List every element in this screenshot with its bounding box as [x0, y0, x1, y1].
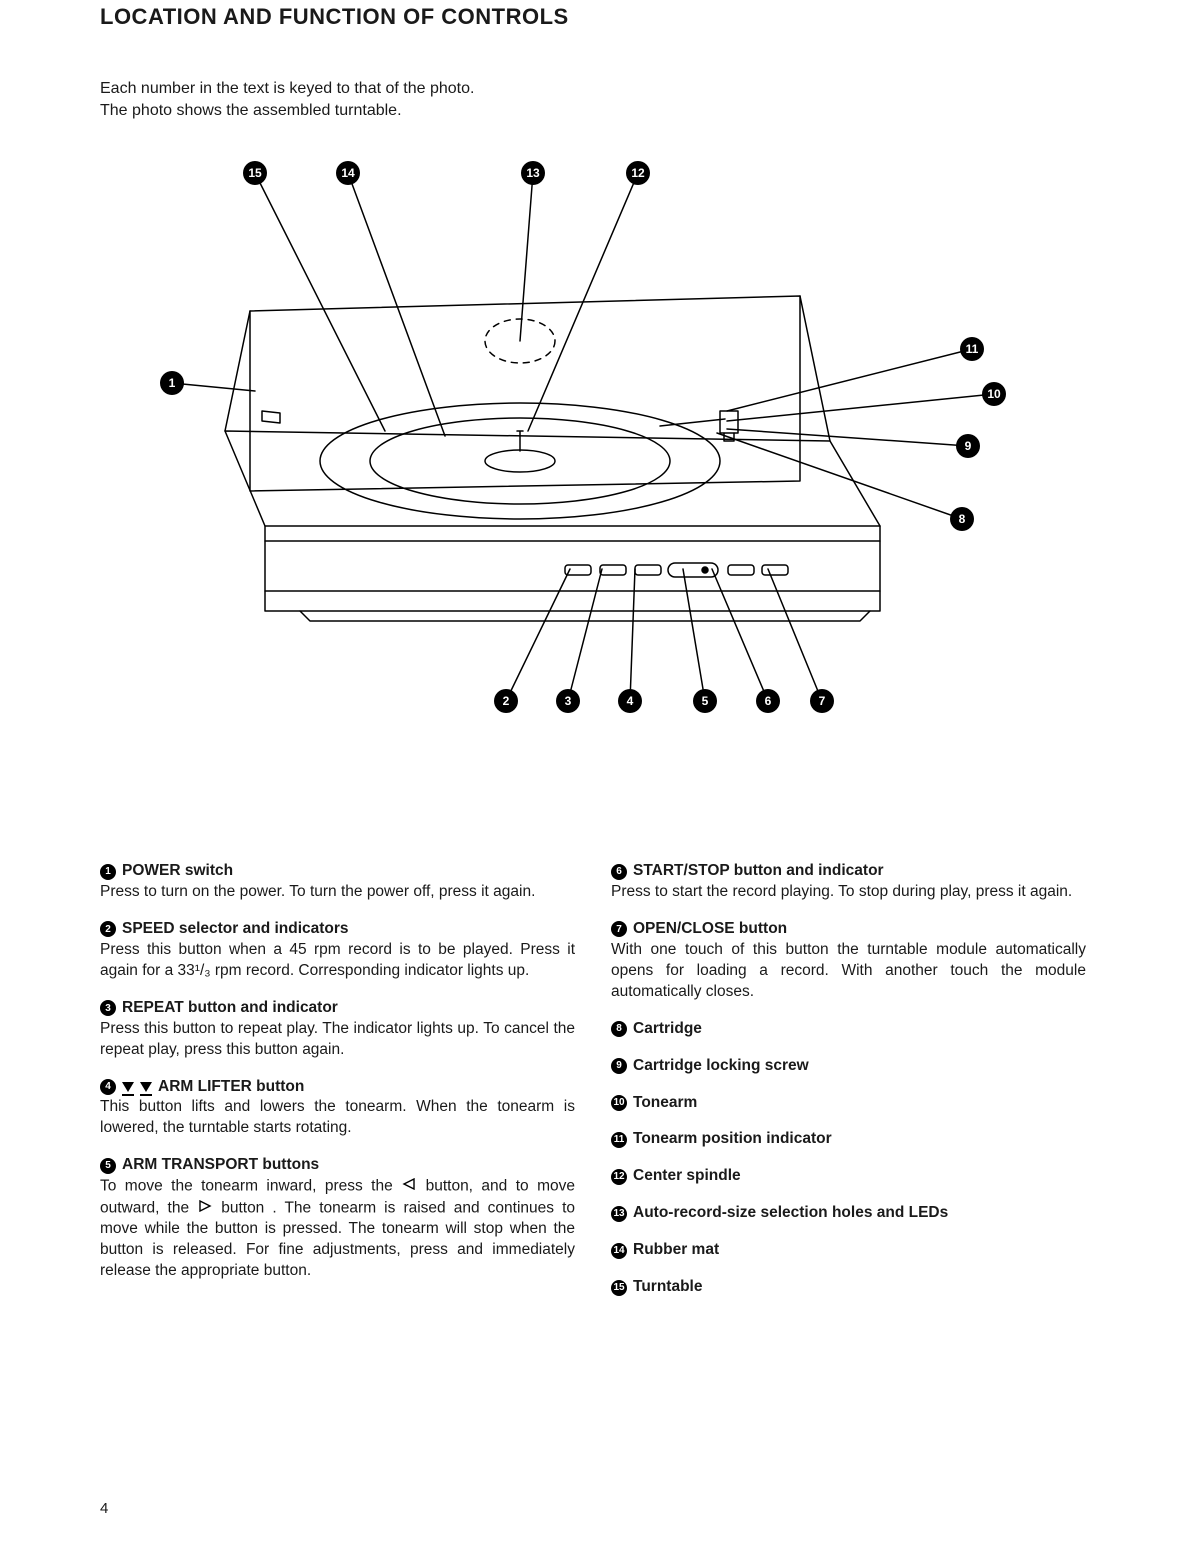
control-item: 6 START/STOP button and indicatorPress to…	[611, 861, 1086, 903]
control-heading-text: Auto-record-size selection holes and LED…	[633, 1203, 948, 1224]
page-number: 4	[100, 1500, 108, 1517]
control-body: Press to turn on the power. To turn the …	[100, 882, 575, 903]
number-bullet: 3	[100, 1000, 116, 1016]
svg-text:14: 14	[341, 166, 355, 180]
control-heading-text: ARM TRANSPORT buttons	[122, 1155, 319, 1176]
control-heading: 4 ARM LIFTER button	[100, 1077, 575, 1098]
control-item: 5 ARM TRANSPORT buttonsTo move the tonear…	[100, 1155, 575, 1282]
down-triangle-icon	[122, 1082, 134, 1092]
control-heading: 6 START/STOP button and indicator	[611, 861, 1086, 882]
control-body: This button lifts and lowers the tonearm…	[100, 1097, 575, 1139]
control-heading: 13 Auto-record-size selection holes and L…	[611, 1203, 1086, 1224]
control-heading: 8 Cartridge	[611, 1019, 1086, 1040]
number-bullet: 8	[611, 1021, 627, 1037]
number-bullet: 12	[611, 1169, 627, 1185]
control-item: 10 Tonearm	[611, 1093, 1086, 1114]
control-item: 7 OPEN/CLOSE buttonWith one touch of this…	[611, 919, 1086, 1003]
control-heading-text: ARM LIFTER button	[158, 1077, 304, 1098]
control-heading: 15 Turntable	[611, 1277, 1086, 1298]
number-bullet: 11	[611, 1132, 627, 1148]
right-arrow-icon	[198, 1198, 212, 1219]
control-item: 8 Cartridge	[611, 1019, 1086, 1040]
control-heading-text: START/STOP button and indicator	[633, 861, 884, 882]
control-heading: 12 Center spindle	[611, 1166, 1086, 1187]
right-column: 6 START/STOP button and indicatorPress to…	[611, 861, 1086, 1314]
control-heading-text: Center spindle	[633, 1166, 741, 1187]
svg-text:5: 5	[702, 694, 709, 708]
control-heading-text: POWER switch	[122, 861, 233, 882]
control-heading-text: Tonearm position indicator	[633, 1129, 832, 1150]
intro-text: Each number in the text is keyed to that…	[100, 78, 1086, 121]
description-columns: 1 POWER switchPress to turn on the power.…	[100, 861, 1086, 1314]
control-heading: 10 Tonearm	[611, 1093, 1086, 1114]
svg-text:10: 10	[987, 387, 1001, 401]
number-bullet: 5	[100, 1158, 116, 1174]
left-column: 1 POWER switchPress to turn on the power.…	[100, 861, 575, 1314]
control-heading-text: Turntable	[633, 1277, 702, 1298]
control-item: 15 Turntable	[611, 1277, 1086, 1298]
number-bullet: 4	[100, 1079, 116, 1095]
control-item: 9 Cartridge locking screw	[611, 1056, 1086, 1077]
svg-text:15: 15	[248, 166, 262, 180]
page: LOCATION AND FUNCTION OF CONTROLS Each n…	[0, 0, 1186, 1541]
control-body: With one touch of this button the turnta…	[611, 940, 1086, 1003]
number-bullet: 15	[611, 1280, 627, 1296]
intro-line-1: Each number in the text is keyed to that…	[100, 80, 474, 97]
control-item: 1 POWER switchPress to turn on the power.…	[100, 861, 575, 903]
control-item: 12 Center spindle	[611, 1166, 1086, 1187]
control-heading: 11 Tonearm position indicator	[611, 1129, 1086, 1150]
svg-text:11: 11	[966, 342, 979, 356]
control-item: 13 Auto-record-size selection holes and L…	[611, 1203, 1086, 1224]
control-heading: 2 SPEED selector and indicators	[100, 919, 575, 940]
control-heading-text: OPEN/CLOSE button	[633, 919, 787, 940]
control-item: 14 Rubber mat	[611, 1240, 1086, 1261]
control-heading-text: REPEAT button and indicator	[122, 998, 338, 1019]
left-arrow-icon	[402, 1176, 416, 1197]
svg-text:1: 1	[169, 376, 176, 390]
diagram-svg: 151413121110981234567	[100, 131, 1086, 851]
svg-text:2: 2	[503, 694, 510, 708]
svg-text:7: 7	[819, 694, 826, 708]
control-item: 2 SPEED selector and indicatorsPress this…	[100, 919, 575, 982]
control-item: 11 Tonearm position indicator	[611, 1129, 1086, 1150]
svg-text:8: 8	[959, 512, 966, 526]
number-bullet: 10	[611, 1095, 627, 1111]
turntable-diagram: 151413121110981234567	[100, 131, 1086, 851]
control-heading-text: Cartridge locking screw	[633, 1056, 809, 1077]
number-bullet: 7	[611, 921, 627, 937]
number-bullet: 9	[611, 1058, 627, 1074]
number-bullet: 6	[611, 864, 627, 880]
control-heading-text: Cartridge	[633, 1019, 702, 1040]
svg-text:13: 13	[526, 166, 540, 180]
control-item: 4 ARM LIFTER buttonThis button lifts and …	[100, 1077, 575, 1140]
control-heading: 14 Rubber mat	[611, 1240, 1086, 1261]
number-bullet: 14	[611, 1243, 627, 1259]
number-bullet: 2	[100, 921, 116, 937]
intro-line-2: The photo shows the assembled turntable.	[100, 102, 402, 119]
control-heading: 5 ARM TRANSPORT buttons	[100, 1155, 575, 1176]
control-item: 3 REPEAT button and indicatorPress this b…	[100, 998, 575, 1061]
svg-text:6: 6	[765, 694, 772, 708]
control-body: Press this button when a 45 rpm record i…	[100, 940, 575, 982]
svg-text:12: 12	[631, 166, 645, 180]
control-body: Press this button to repeat play. The in…	[100, 1019, 575, 1061]
down-triangle-icon	[140, 1082, 152, 1092]
control-heading-text: Rubber mat	[633, 1240, 719, 1261]
number-bullet: 1	[100, 864, 116, 880]
control-heading-text: SPEED selector and indicators	[122, 919, 349, 940]
control-heading: 7 OPEN/CLOSE button	[611, 919, 1086, 940]
control-heading: 3 REPEAT button and indicator	[100, 998, 575, 1019]
control-body: Press to start the record playing. To st…	[611, 882, 1086, 903]
svg-text:3: 3	[565, 694, 572, 708]
svg-text:9: 9	[965, 439, 972, 453]
control-heading: 1 POWER switch	[100, 861, 575, 882]
number-bullet: 13	[611, 1206, 627, 1222]
control-heading: 9 Cartridge locking screw	[611, 1056, 1086, 1077]
svg-text:4: 4	[627, 694, 634, 708]
control-body: To move the tonearm inward, press the bu…	[100, 1176, 575, 1282]
control-heading-text: Tonearm	[633, 1093, 697, 1114]
page-title: LOCATION AND FUNCTION OF CONTROLS	[100, 0, 1086, 30]
